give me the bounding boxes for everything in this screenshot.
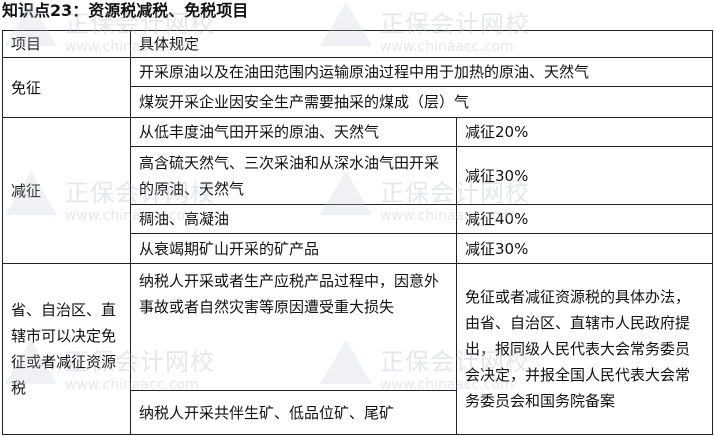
table-row: 纳税人开采共伴生矿、低品位矿、尾矿: [3, 390, 713, 435]
provincial-note: 免征或者减征资源税的具体办法，由省、自治区、直辖市人民政府提出，报同级人民代表大…: [455, 263, 714, 435]
table-row: 免征 开采原油以及在油田范围内运输原油过程中用于加热的原油、天然气: [2, 57, 714, 118]
reduced-rate: 减征40%: [455, 204, 714, 234]
provincial-item: 纳税人开采或者生产应税产品过程中，因意外事故或者自然灾害等原因遭受重大损失: [130, 263, 457, 391]
page-title: 知识点23：资源税减税、免税项目: [2, 1, 249, 20]
tax-relief-table: 项目 具体规定 免征 开采原油以及在油田范围内运输原油过程中用于加热的原油、天然…: [2, 30, 714, 435]
reduced-item: 高含硫天然气、三次采油和从深水油气田开采的原油、天然气: [130, 146, 457, 205]
reduced-rate: 减征20%: [455, 117, 714, 147]
table-row: 高含硫天然气、三次采油和从深水油气田开采的原油、天然气 减征30%: [3, 146, 714, 205]
table-row: 减征 从低丰度油气田开采的原油、天然气 减征20%: [2, 117, 714, 264]
table-row: 从衰竭期矿山开采的矿产品 减征30%: [3, 233, 714, 264]
reduced-rate: 减征30%: [455, 233, 714, 264]
table-row: 煤炭开采企业因安全生产需要抽采的煤成（层）气: [3, 86, 714, 118]
header-item: 项目: [2, 30, 131, 58]
exempt-label: 免征: [2, 57, 131, 118]
provincial-item: 纳税人开采共伴生矿、低品位矿、尾矿: [130, 390, 457, 435]
exempt-item: 煤炭开采企业因安全生产需要抽采的煤成（层）气: [129, 86, 714, 118]
table-row: 稠油、高凝油 减征40%: [3, 204, 714, 234]
header-rule: 具体规定: [129, 30, 714, 58]
table-row: 省、自治区、直辖市可以决定免征或者减征资源税 纳税人开采或者生产应税产品过程中，…: [2, 263, 714, 435]
reduced-item: 稠油、高凝油: [130, 204, 457, 234]
header-row: 项目 具体规定: [2, 30, 714, 58]
exempt-item: 开采原油以及在油田范围内运输原油过程中用于加热的原油、天然气: [129, 57, 714, 87]
reduced-rate: 减征30%: [455, 146, 714, 205]
reduced-label: 减征: [2, 117, 131, 264]
reduced-item: 从低丰度油气田开采的原油、天然气: [130, 117, 457, 147]
provincial-label: 省、自治区、直辖市可以决定免征或者减征资源税: [2, 263, 131, 435]
reduced-item: 从衰竭期矿山开采的矿产品: [130, 233, 457, 264]
